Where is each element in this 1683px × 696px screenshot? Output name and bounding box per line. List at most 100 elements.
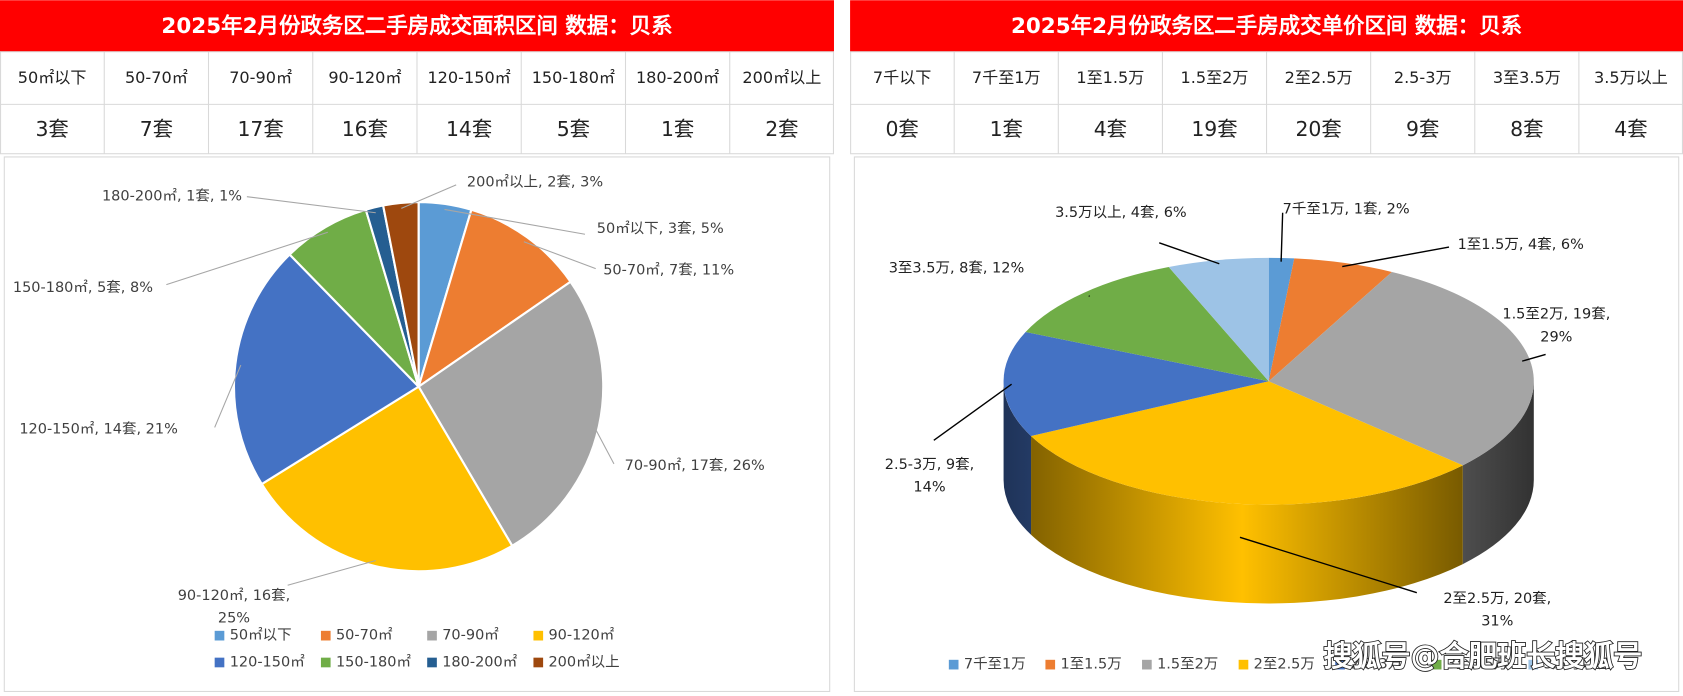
leader-line xyxy=(1239,536,1418,594)
legend-swatch xyxy=(948,659,959,670)
table-header: 180-200㎡ xyxy=(636,68,719,87)
data-label: 3至3.5万, 8套, 12% xyxy=(889,260,1025,277)
pie-slice xyxy=(260,385,514,573)
legend-swatch xyxy=(214,657,225,668)
table-cell: 1套 xyxy=(661,117,694,141)
legend-label: 120-150㎡ xyxy=(230,653,306,670)
watermark: 搜狐号@合肥班长搜狐号 xyxy=(1324,639,1643,673)
pie-side xyxy=(1003,381,1032,535)
table-header: 50-70㎡ xyxy=(125,68,188,87)
data-label: 50㎡以下, 3套, 5% xyxy=(597,220,724,237)
table-cell: 1套 xyxy=(990,117,1023,141)
legend-label: 3.5万以上 xyxy=(1543,656,1610,673)
data-label: 90-120㎡, 16套, 25% xyxy=(178,587,291,627)
table-cell: 19套 xyxy=(1191,117,1237,141)
pie-slice xyxy=(1268,271,1534,466)
legend-label: 1.5至2万 xyxy=(1157,657,1218,673)
table-header: 70-90㎡ xyxy=(229,68,292,87)
data-label: 1.5至2万, 19套, 29% xyxy=(1502,306,1610,346)
table-cell: 3套 xyxy=(35,117,68,141)
legend-swatch xyxy=(1528,659,1539,670)
legend-swatch xyxy=(1238,659,1249,670)
table-header: 3.5万以上 xyxy=(1594,68,1668,87)
table-header: 7千以下 xyxy=(873,68,932,87)
leader-line xyxy=(401,184,457,209)
pie-slice xyxy=(232,253,421,486)
table-header: 1至1.5万 xyxy=(1076,68,1144,87)
legend-swatch xyxy=(533,630,544,641)
data-label: 200㎡以上, 2套, 3% xyxy=(467,174,603,191)
leader-line xyxy=(592,425,615,465)
legend-label: 7千至1万 xyxy=(964,656,1026,673)
legend-label: 2.5-3万 xyxy=(1350,657,1402,673)
leader-line xyxy=(246,196,376,214)
data-label: 150-180㎡, 5套, 8% xyxy=(13,279,153,296)
data-label: 70-90㎡, 17套, 26% xyxy=(625,457,765,474)
legend-swatch xyxy=(320,657,331,668)
pie-side xyxy=(1462,381,1534,565)
data-label: 7千至1万, 1套, 2% xyxy=(1283,201,1410,218)
legend-swatch xyxy=(533,657,544,668)
data-label: 50-70㎡, 7套, 11% xyxy=(603,262,734,279)
table-cell: 2套 xyxy=(765,117,798,141)
legend-label: 2至2.5万 xyxy=(1254,657,1315,673)
legend-label: 50㎡以下 xyxy=(230,627,292,644)
legend-swatch xyxy=(427,630,437,641)
pie-side xyxy=(1031,435,1463,604)
table-cell: 20套 xyxy=(1295,117,1341,141)
pie-slice xyxy=(1268,258,1392,382)
pie-slice xyxy=(1168,257,1269,382)
table-cell: 5套 xyxy=(557,117,590,141)
pie-slice xyxy=(1031,381,1463,505)
table-cell: 4套 xyxy=(1094,117,1127,141)
table-cell: 9套 xyxy=(1406,117,1439,141)
data-label: 2至2.5万, 20套, 31% xyxy=(1443,590,1551,630)
table-header: 200㎡以上 xyxy=(742,68,821,87)
table-header: 3至3.5万 xyxy=(1493,68,1561,87)
table-cell: 0套 xyxy=(885,117,918,141)
header-title: 2025年2月份政务区二手房成交单价区间 数据：贝系 xyxy=(1011,13,1522,39)
table-header: 7千至1万 xyxy=(972,68,1041,87)
pie-slice xyxy=(381,200,420,387)
table-cell: 17套 xyxy=(237,117,283,141)
data-label: 2.5-3万, 9套, 14% xyxy=(885,456,974,496)
legend-swatch xyxy=(1045,659,1056,670)
legend-swatch xyxy=(1431,659,1442,670)
legend-swatch xyxy=(427,657,437,668)
header-title: 2025年2月份政务区二手房成交面积区间 数据：贝系 xyxy=(161,13,672,39)
table-header: 2.5-3万 xyxy=(1394,68,1452,87)
table-cell: 4套 xyxy=(1614,117,1647,141)
data-label: 180-200㎡, 1套, 1% xyxy=(102,188,242,205)
pie-slice xyxy=(1003,331,1269,436)
table-cell: 14套 xyxy=(446,117,492,141)
table-cell: 8套 xyxy=(1510,117,1543,141)
leader-line xyxy=(523,241,596,270)
legend-swatch xyxy=(320,630,331,641)
table-header: 2至2.5万 xyxy=(1285,68,1353,87)
legend-label: 200㎡以上 xyxy=(548,653,619,670)
legend-label: 1至1.5万 xyxy=(1060,657,1121,673)
pie-slice xyxy=(417,280,605,548)
leader-line xyxy=(444,208,586,235)
leader-line xyxy=(1521,353,1546,362)
leader-line xyxy=(1280,212,1284,262)
legend-swatch xyxy=(1142,659,1152,670)
pie-slice xyxy=(416,208,573,390)
legend-label: 90-120㎡ xyxy=(548,627,614,644)
header-bar xyxy=(0,0,834,52)
pie-slice xyxy=(1268,257,1295,382)
data-label: 120-150㎡, 14套, 21% xyxy=(19,421,178,438)
data-label: 1至1.5万, 4套, 6% xyxy=(1458,236,1584,253)
table-header: 50㎡以下 xyxy=(18,68,87,87)
leader-line xyxy=(1158,242,1220,265)
legend-label: 180-200㎡ xyxy=(442,653,518,670)
legend-label: 150-180㎡ xyxy=(336,653,412,670)
legend-label: 70-90㎡ xyxy=(442,627,499,644)
table-cell: 7套 xyxy=(140,117,173,141)
leader-line xyxy=(933,383,1013,441)
table-cell: 16套 xyxy=(342,117,388,141)
table-header: 1.5至2万 xyxy=(1180,68,1248,87)
leader-line xyxy=(287,559,376,586)
legend-label: 50-70㎡ xyxy=(336,627,393,644)
